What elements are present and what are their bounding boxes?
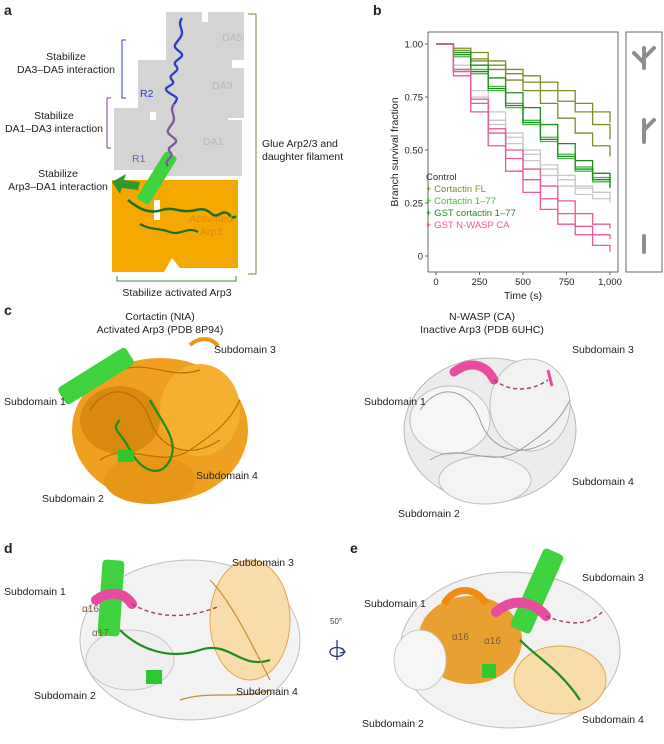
chart-legend: Control + Cortactin FL + Cortactin 1–77 + G… (426, 172, 516, 232)
structure-c-left (58, 337, 248, 504)
r2-chain (164, 17, 184, 105)
r1-chain (165, 103, 178, 167)
bracket-glue (248, 13, 257, 275)
branch-icon-double (632, 46, 656, 70)
arp3-shape (112, 180, 238, 272)
actin-da5 (166, 12, 244, 68)
label-stab2-line2: DA1–DA3 interaction (4, 123, 104, 135)
c-right-subdomain-4: Subdomain 4 (572, 476, 634, 488)
panel-letter-b: b (373, 2, 382, 18)
label-da5: DA5 (222, 32, 243, 44)
cortactin-tail (127, 199, 237, 219)
x-tick-label: 1,000 (598, 277, 622, 288)
rotation-label: 50° (330, 617, 342, 626)
cortactin-tail-2 (139, 223, 199, 235)
label-da1: DA1 (203, 136, 224, 148)
legend-entry: + Cortactin 1–77 (426, 196, 496, 207)
series-line (436, 43, 611, 229)
label-glue: Glue Arp2/3 and daughter filament (262, 138, 343, 164)
rotation-icon (329, 640, 347, 660)
label-d-a16: α16 (82, 604, 99, 615)
label-stabilize-da1-da3: Stabilize DA1–DA3 interaction (2, 110, 106, 136)
cortactin-arrow (112, 174, 140, 194)
y-tick-label: 0.50 (405, 146, 424, 157)
bracket-r1 (106, 97, 111, 149)
label-stabilize-activated-arp3: Stabilize activated Arp3 (122, 287, 232, 299)
c-left-subdomain-1: Subdomain 1 (4, 396, 66, 408)
legend-entry: Control (426, 172, 457, 183)
c-right-subdomain-1: Subdomain 1 (364, 396, 426, 408)
label-stabilize-da3-da5: Stabilize DA3–DA5 interaction (14, 51, 118, 77)
e-subdomain-2: Subdomain 2 (362, 718, 424, 730)
d-subdomain-2: Subdomain 2 (34, 690, 96, 702)
label-d-a17: α17 (92, 628, 109, 639)
label-activated-line2: Arp3 (199, 226, 223, 238)
label-glue-line1: Glue Arp2/3 and (262, 138, 338, 150)
d-subdomain-4: Subdomain 4 (236, 686, 298, 698)
y-tick-label: 0.75 (405, 93, 424, 104)
branch-icon-single (642, 118, 656, 144)
structure-d: α16 α17 (79, 559, 301, 721)
title-c-left: Cortactin (NtA) Activated Arp3 (PDB 8P94… (80, 311, 240, 337)
actin-filament (114, 12, 244, 176)
label-e-a16b: α16 (484, 636, 501, 647)
label-da3: DA3 (212, 80, 233, 92)
panel-letter-a: a (4, 2, 12, 18)
label-stab3-line1: Stabilize (38, 168, 78, 180)
y-tick-label: 0.25 (405, 199, 424, 210)
label-stab3-line2: Arp3–DA1 interaction (8, 181, 108, 193)
title-c-left-line2: Activated Arp3 (PDB 8P94) (96, 324, 224, 336)
label-r2: R2 (140, 88, 154, 100)
label-stab2-line1: Stabilize (34, 110, 74, 122)
c-left-subdomain-4: Subdomain 4 (196, 470, 258, 482)
x-tick-label: 250 (472, 277, 488, 288)
y-axis-label: Branch survival fraction (389, 97, 401, 206)
y-tick-label: 1.00 (405, 40, 424, 51)
label-activated-arp3: Activated Arp3 (186, 213, 236, 239)
y-tick-label: 0 (418, 252, 423, 263)
d-subdomain-3: Subdomain 3 (232, 557, 294, 569)
e-subdomain-3: Subdomain 3 (582, 572, 644, 584)
branch-icons-frame (625, 31, 663, 273)
d-subdomain-1: Subdomain 1 (4, 586, 66, 598)
label-stabilize-arp3-da1: Stabilize Arp3–DA1 interaction (4, 168, 112, 194)
structure-c-right (403, 357, 577, 505)
panel-letter-d: d (4, 540, 13, 556)
title-c-right-line1: N-WASP (CA) (449, 311, 515, 323)
x-tick-label: 500 (515, 277, 531, 288)
legend-entry: + GST N-WASP CA (426, 220, 510, 231)
x-tick-label: 750 (559, 277, 575, 288)
label-e-a16a: α16 (452, 632, 469, 643)
title-c-right-line2: Inactive Arp3 (PDB 6UHC) (420, 324, 544, 336)
structure-e: α16 α16 (393, 548, 621, 729)
series-line (436, 43, 611, 189)
bracket-r2 (121, 39, 126, 99)
actin-da1 (160, 120, 242, 176)
e-subdomain-1: Subdomain 1 (364, 598, 426, 610)
c-right-subdomain-2: Subdomain 2 (398, 508, 460, 520)
e-subdomain-4: Subdomain 4 (582, 714, 644, 726)
panel-letter-c: c (4, 302, 12, 318)
c-left-subdomain-3: Subdomain 3 (214, 344, 276, 356)
label-r1: R1 (132, 153, 146, 165)
label-stab1-line1: Stabilize (46, 51, 86, 63)
title-c-left-line1: Cortactin (NtA) (125, 311, 195, 323)
c-right-subdomain-3: Subdomain 3 (572, 344, 634, 356)
title-c-right: N-WASP (CA) Inactive Arp3 (PDB 6UHC) (402, 311, 562, 337)
c-left-subdomain-2: Subdomain 2 (42, 493, 104, 505)
label-glue-line2: daughter filament (262, 151, 344, 163)
label-activated-line1: Activated (189, 213, 233, 225)
panel-letter-e: e (350, 540, 358, 556)
legend-entry: + GST cortactin 1–77 (426, 208, 516, 219)
bracket-activated (116, 276, 237, 282)
x-tick-label: 0 (433, 277, 438, 288)
label-stab1-line2: DA3–DA5 interaction (16, 64, 116, 76)
x-axis-label: Time (s) (504, 290, 542, 302)
legend-entry: + Cortactin FL (426, 184, 486, 195)
